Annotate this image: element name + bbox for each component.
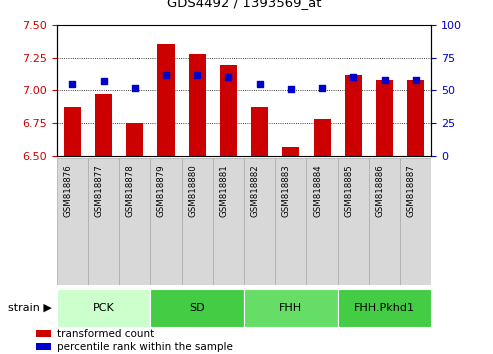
Bar — [369, 158, 400, 285]
Bar — [338, 289, 431, 327]
Bar — [407, 80, 424, 156]
Bar — [181, 158, 213, 285]
Bar — [400, 158, 431, 285]
Bar — [338, 158, 369, 285]
Text: GSM818884: GSM818884 — [313, 164, 322, 217]
Point — [318, 85, 326, 91]
Bar — [244, 158, 275, 285]
Bar — [157, 44, 175, 156]
Point — [350, 74, 357, 80]
Bar — [36, 343, 51, 350]
Text: PCK: PCK — [93, 303, 114, 313]
Text: GSM818882: GSM818882 — [250, 164, 260, 217]
Text: GSM818878: GSM818878 — [126, 164, 135, 217]
Bar — [95, 94, 112, 156]
Text: GSM818880: GSM818880 — [188, 164, 197, 217]
Point — [224, 74, 232, 80]
Bar — [150, 158, 181, 285]
Bar — [220, 65, 237, 156]
Text: GSM818876: GSM818876 — [63, 164, 72, 217]
Text: strain ▶: strain ▶ — [8, 303, 52, 313]
Bar — [275, 158, 307, 285]
Bar — [88, 158, 119, 285]
Text: GSM818879: GSM818879 — [157, 164, 166, 217]
Point — [100, 78, 107, 84]
Text: GSM818887: GSM818887 — [407, 164, 416, 217]
Bar — [57, 158, 88, 285]
Bar — [119, 158, 150, 285]
Text: SD: SD — [189, 303, 205, 313]
Bar — [36, 330, 51, 337]
Text: percentile rank within the sample: percentile rank within the sample — [58, 342, 233, 352]
Text: FHH.Pkhd1: FHH.Pkhd1 — [354, 303, 415, 313]
Point — [131, 85, 139, 91]
Text: GSM818881: GSM818881 — [219, 164, 228, 217]
Point — [412, 77, 420, 82]
Bar — [345, 75, 362, 156]
Point — [193, 72, 201, 78]
Bar — [189, 53, 206, 156]
Point — [287, 86, 295, 92]
Text: GDS4492 / 1393569_at: GDS4492 / 1393569_at — [167, 0, 321, 9]
Bar — [57, 289, 150, 327]
Bar — [314, 119, 331, 156]
Bar — [126, 123, 143, 156]
Bar — [244, 289, 338, 327]
Point — [256, 81, 264, 86]
Text: GSM818886: GSM818886 — [376, 164, 385, 217]
Bar — [213, 158, 244, 285]
Bar — [64, 107, 81, 156]
Text: transformed count: transformed count — [58, 329, 155, 339]
Text: GSM818885: GSM818885 — [344, 164, 353, 217]
Bar — [307, 158, 338, 285]
Point — [69, 81, 76, 86]
Text: FHH: FHH — [280, 303, 302, 313]
Bar — [376, 80, 393, 156]
Point — [381, 77, 388, 82]
Bar — [150, 289, 244, 327]
Bar — [282, 147, 299, 156]
Point — [162, 72, 170, 78]
Text: GSM818877: GSM818877 — [95, 164, 104, 217]
Bar — [251, 107, 268, 156]
Text: GSM818883: GSM818883 — [282, 164, 291, 217]
